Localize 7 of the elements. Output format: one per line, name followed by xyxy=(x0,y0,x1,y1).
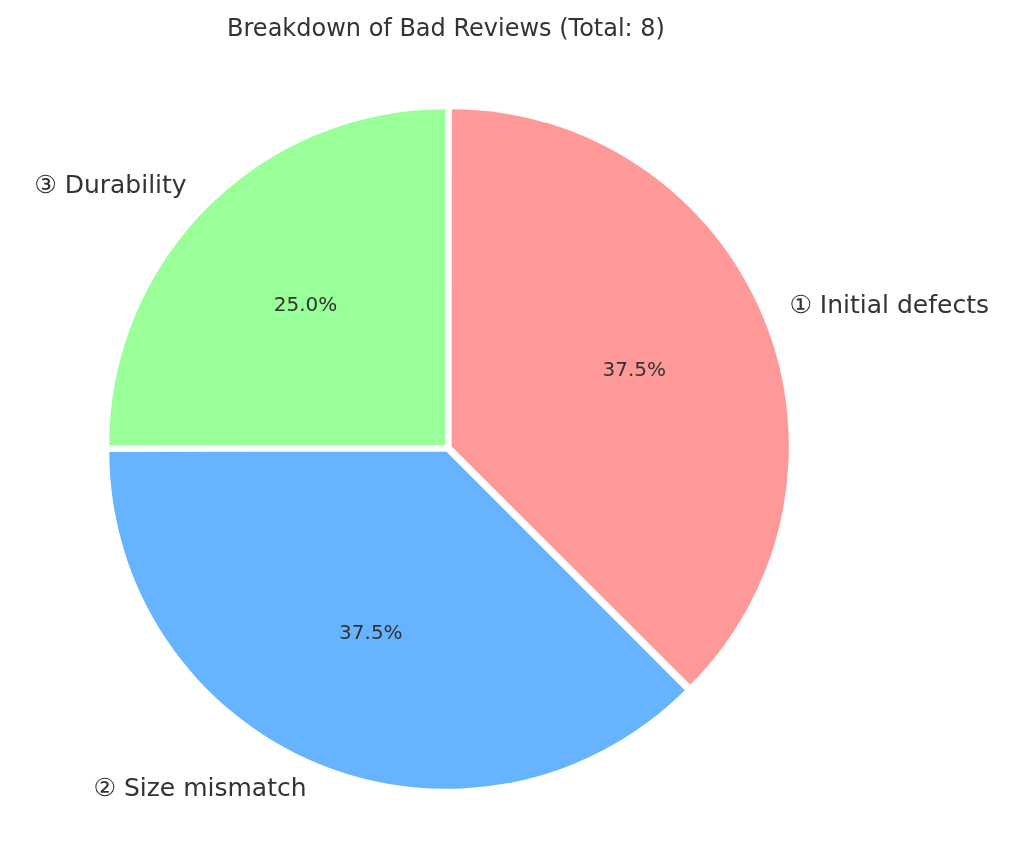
slice-label: ③ Durability xyxy=(34,170,187,200)
data-label: 37.5% xyxy=(339,620,403,645)
chart-title: Breakdown of Bad Reviews (Total: 8) xyxy=(227,14,665,43)
slice-label: ② Size mismatch xyxy=(93,772,307,802)
data-label: 25.0% xyxy=(273,291,338,316)
data-label: 37.5% xyxy=(602,357,667,382)
slice-label: ① Initial defects xyxy=(789,290,989,320)
